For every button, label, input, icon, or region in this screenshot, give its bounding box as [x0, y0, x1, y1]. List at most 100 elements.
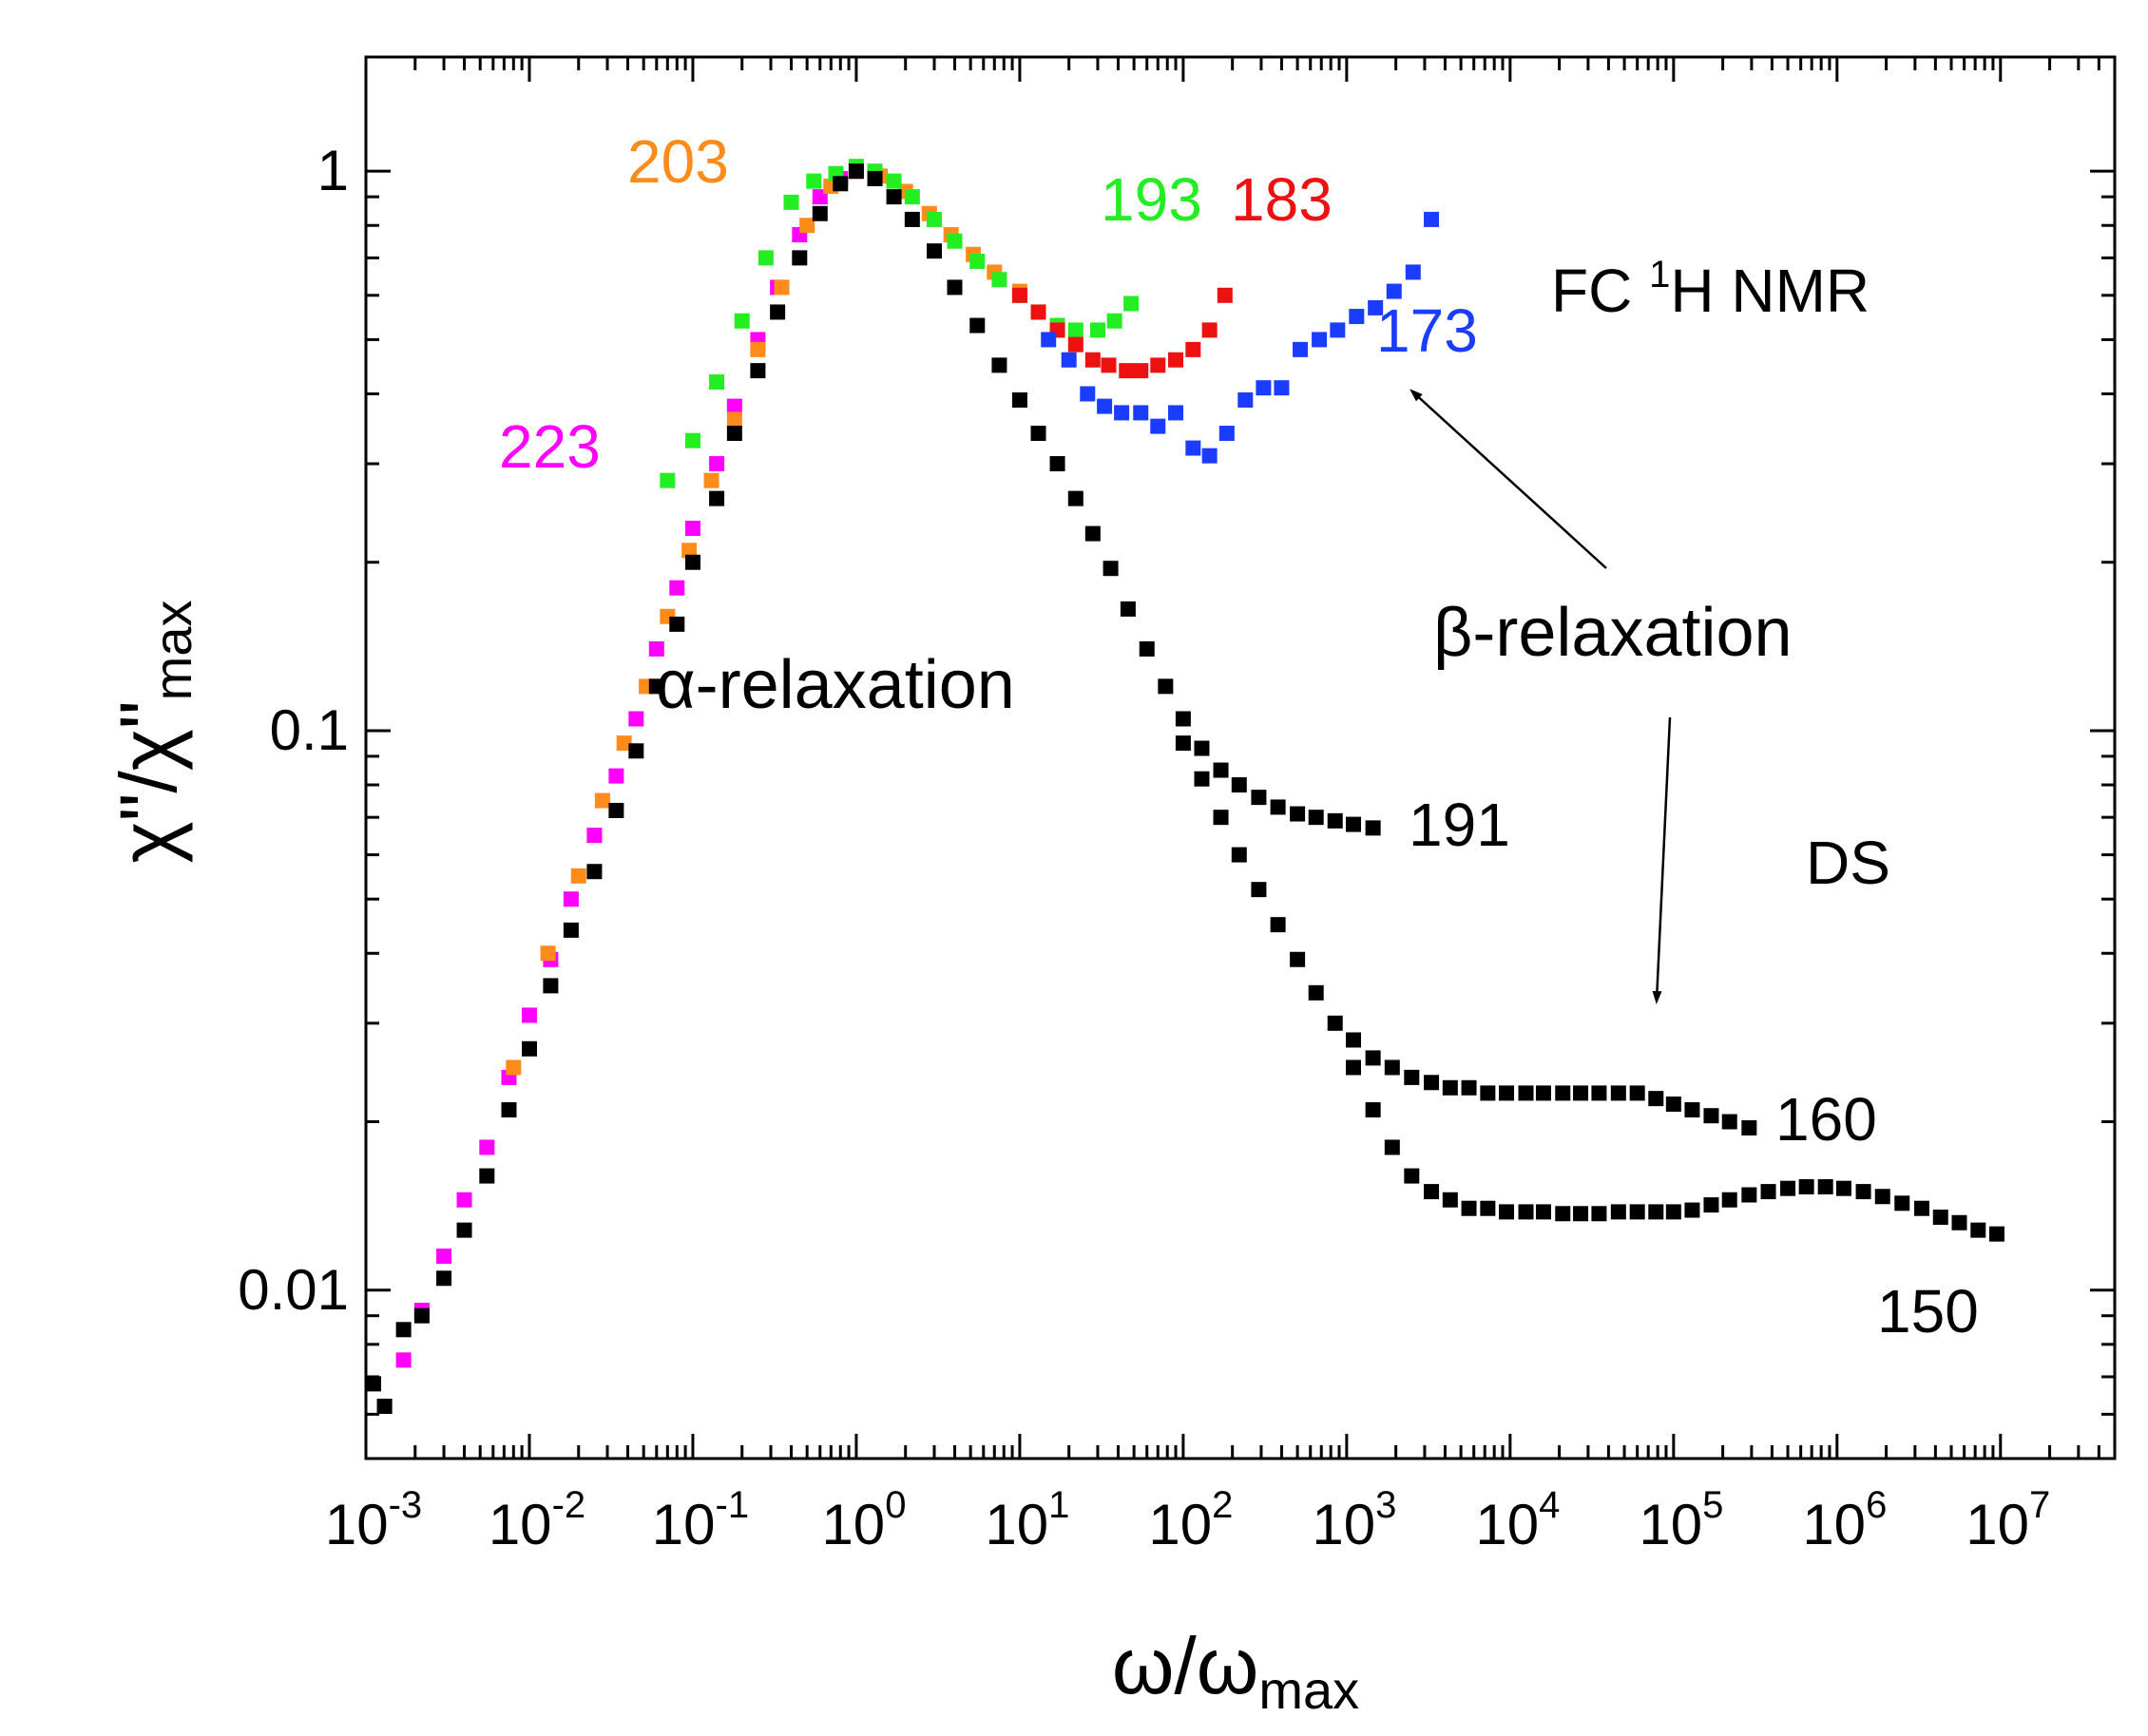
data-point-150	[1760, 1184, 1776, 1200]
alpha-relaxation-label: α-relaxation	[656, 647, 1015, 723]
data-point-150	[1442, 1192, 1458, 1208]
data-point-191	[726, 426, 742, 442]
data-point-160	[1175, 735, 1191, 752]
data-point-203	[594, 792, 610, 809]
data-point-203	[726, 411, 742, 428]
series-173	[1041, 211, 1440, 464]
data-point-191	[1270, 799, 1286, 815]
data-point-193	[904, 189, 920, 205]
data-point-193	[783, 194, 799, 210]
data-point-191	[648, 678, 664, 695]
data-point-191	[991, 357, 1007, 373]
data-point-193	[886, 173, 902, 189]
data-point-150	[1629, 1204, 1645, 1220]
data-point-191	[1251, 790, 1267, 806]
x-tick-label: 105	[1639, 1484, 1723, 1556]
data-point-193	[709, 374, 725, 391]
data-point-203	[506, 1059, 522, 1076]
data-point-223	[648, 640, 664, 657]
data-point-150	[1573, 1206, 1589, 1222]
y-tick-label: 1	[317, 139, 349, 202]
data-point-193	[969, 254, 986, 270]
data-point-160	[1327, 1015, 1343, 1031]
data-point-160	[1573, 1085, 1589, 1101]
data-point-191	[1175, 711, 1191, 727]
data-point-173	[1386, 283, 1402, 299]
data-point-173	[1424, 211, 1440, 227]
data-point-173	[1061, 352, 1077, 368]
beta-arrow-down	[1652, 716, 1672, 1004]
x-tick-label: 101	[985, 1484, 1069, 1556]
data-point-191	[628, 743, 644, 759]
data-point-150	[1404, 1168, 1420, 1184]
y-tick-label: 0.1	[270, 698, 349, 762]
data-point-160	[1404, 1069, 1420, 1085]
data-point-223	[395, 1352, 412, 1368]
data-point-223	[586, 828, 603, 844]
y-axis-title: χ"/χ"max	[104, 601, 202, 864]
data-point-223	[521, 1007, 537, 1023]
data-point-160	[1461, 1079, 1477, 1096]
data-point-183	[1119, 363, 1135, 379]
data-point-150	[1384, 1139, 1400, 1155]
label-150: 150	[1877, 1277, 1979, 1345]
data-point-150	[1817, 1179, 1833, 1195]
data-point-183	[1084, 352, 1101, 368]
data-point-183	[1067, 336, 1084, 353]
data-point-150	[1741, 1187, 1757, 1203]
data-point-223	[684, 520, 700, 536]
data-point-191	[456, 1222, 472, 1238]
data-point-160	[1665, 1097, 1681, 1113]
data-point-160	[1703, 1108, 1719, 1124]
series-183	[1011, 287, 1233, 379]
data-point-191	[867, 170, 883, 186]
data-point-160	[1270, 917, 1286, 933]
data-point-160	[1213, 810, 1229, 826]
data-point-183	[1217, 287, 1233, 303]
data-point-160	[1424, 1075, 1440, 1091]
data-point-173	[1201, 448, 1218, 464]
data-point-160	[1721, 1114, 1737, 1130]
data-point-183	[1168, 352, 1184, 368]
data-point-150	[1610, 1204, 1626, 1220]
ds-label: DS	[1806, 829, 1890, 897]
data-point-191	[1194, 740, 1210, 756]
data-point-150	[1665, 1204, 1681, 1220]
data-point-150	[1721, 1192, 1737, 1208]
data-point-191	[1213, 762, 1229, 778]
data-point-173	[1368, 299, 1384, 315]
data-point-191	[366, 1376, 381, 1392]
data-point-183	[1030, 304, 1046, 320]
x-tick-label: 104	[1475, 1484, 1560, 1556]
data-point-223	[709, 456, 725, 472]
data-point-191	[904, 211, 920, 227]
data-point-173	[1218, 426, 1235, 442]
data-point-160	[1741, 1119, 1757, 1135]
data-point-150	[1424, 1184, 1440, 1200]
data-point-173	[1185, 440, 1201, 456]
beta-relaxation-label: β-relaxation	[1433, 595, 1793, 671]
data-point-150	[1518, 1204, 1534, 1220]
data-point-191	[812, 205, 828, 221]
data-point-173	[1256, 380, 1272, 396]
data-point-173	[1080, 386, 1096, 402]
data-point-173	[1330, 322, 1346, 338]
data-point-160	[1555, 1085, 1571, 1101]
series-150	[1345, 1059, 2004, 1242]
data-point-191	[563, 922, 579, 938]
data-point-193	[947, 233, 963, 249]
data-point-150	[1988, 1226, 2004, 1242]
data-point-150	[1913, 1200, 1929, 1216]
data-point-150	[1855, 1184, 1871, 1200]
data-point-150	[1970, 1222, 1986, 1238]
data-point-160	[1499, 1085, 1515, 1101]
data-point-191	[770, 304, 786, 320]
data-point-150	[1703, 1197, 1719, 1213]
data-point-183	[1201, 322, 1218, 338]
data-point-183	[1133, 363, 1149, 379]
data-point-150	[1555, 1206, 1571, 1222]
data-point-191	[1327, 812, 1343, 829]
data-point-203	[540, 945, 556, 962]
data-point-160	[1610, 1085, 1626, 1101]
